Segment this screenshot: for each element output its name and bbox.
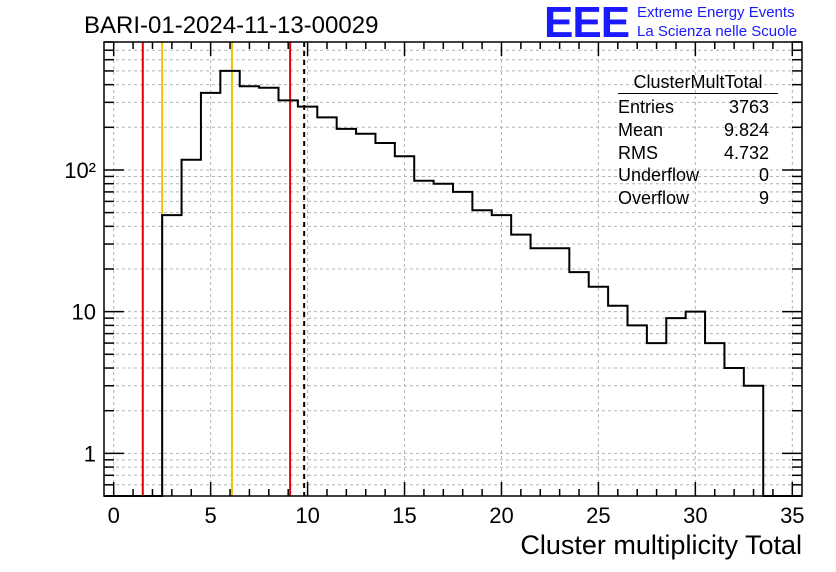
x-tick-label: 15 — [392, 503, 416, 528]
stats-row-entries: Entries 3763 — [618, 97, 769, 117]
axis-ticks — [104, 41, 802, 497]
x-tick-label: 0 — [108, 503, 120, 528]
tick-labels: 0 5 10 15 20 25 30 35 1 10 10² — [64, 158, 804, 528]
y-tick-label: 10² — [64, 158, 96, 183]
x-axis-label: Cluster multiplicity Total — [520, 530, 802, 560]
run-title: BARI-01-2024-11-13-00029 — [84, 12, 379, 39]
stats-box: ClusterMultTotal Entries 3763 Mean 9.824 R… — [610, 71, 778, 210]
x-tick-label: 5 — [205, 503, 217, 528]
y-tick-label: 10 — [72, 300, 96, 325]
x-tick-label: 10 — [295, 503, 319, 528]
x-tick-label: 30 — [683, 503, 707, 528]
stats-row-overflow: Overflow 9 — [618, 188, 769, 209]
stats-row-rms: RMS 4.732 — [618, 142, 769, 163]
stats-row-underflow: Underflow 0 — [618, 165, 769, 186]
stats-title: ClusterMultTotal — [618, 71, 778, 94]
x-tick-label: 20 — [489, 503, 513, 528]
x-tick-label: 35 — [780, 503, 804, 528]
x-tick-label: 25 — [586, 503, 610, 528]
eee-logo: EEE — [544, 0, 630, 47]
logo-line-1: Extreme Energy Events — [637, 4, 795, 21]
logo-line-2: La Scienza nelle Scuole — [637, 23, 798, 40]
y-tick-label: 1 — [84, 441, 96, 466]
histogram-series — [104, 69, 802, 497]
stats-row-mean: Mean 9.824 — [618, 119, 769, 140]
